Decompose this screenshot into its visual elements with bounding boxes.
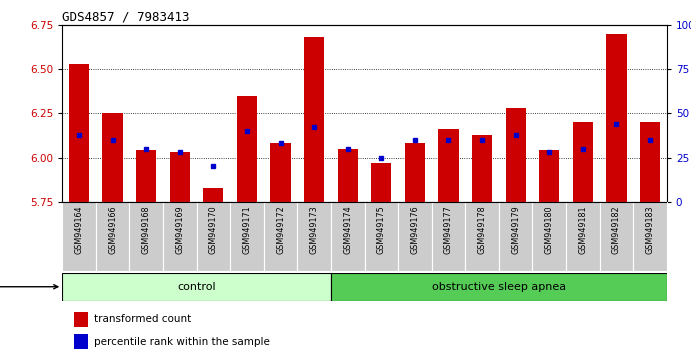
Text: GSM949182: GSM949182: [612, 205, 621, 254]
Bar: [170, 152, 190, 202]
Bar: [163, 202, 196, 271]
Bar: [600, 202, 633, 271]
Bar: [331, 202, 365, 271]
Text: GSM949177: GSM949177: [444, 205, 453, 254]
Bar: [203, 188, 223, 202]
Text: GSM949176: GSM949176: [410, 205, 419, 254]
Text: GSM949164: GSM949164: [75, 205, 84, 254]
Bar: [640, 122, 660, 202]
Bar: [566, 202, 600, 271]
Bar: [472, 135, 492, 202]
Bar: [506, 108, 526, 202]
Bar: [331, 273, 667, 301]
Bar: [304, 37, 324, 202]
Bar: [196, 202, 230, 271]
Bar: [438, 129, 459, 202]
Bar: [398, 202, 432, 271]
Text: GSM949171: GSM949171: [243, 205, 252, 254]
Bar: [297, 202, 331, 271]
Bar: [338, 149, 358, 202]
Bar: [606, 34, 627, 202]
Text: GSM949179: GSM949179: [511, 205, 520, 254]
Bar: [633, 202, 667, 271]
Bar: [237, 96, 257, 202]
Bar: [533, 202, 566, 271]
Bar: [96, 202, 129, 271]
Bar: [129, 202, 163, 271]
Text: GSM949170: GSM949170: [209, 205, 218, 254]
Text: transformed count: transformed count: [93, 314, 191, 324]
Text: obstructive sleep apnea: obstructive sleep apnea: [432, 282, 566, 292]
Bar: [432, 202, 465, 271]
Bar: [539, 150, 559, 202]
Text: GSM949169: GSM949169: [176, 205, 184, 254]
Bar: [69, 64, 89, 202]
Bar: [136, 150, 156, 202]
Text: GSM949174: GSM949174: [343, 205, 352, 254]
Text: GSM949183: GSM949183: [645, 205, 654, 254]
Bar: [499, 202, 533, 271]
Text: GDS4857 / 7983413: GDS4857 / 7983413: [62, 11, 190, 24]
Text: percentile rank within the sample: percentile rank within the sample: [93, 337, 269, 347]
Bar: [74, 312, 88, 327]
Bar: [62, 273, 331, 301]
Bar: [230, 202, 264, 271]
Text: GSM949166: GSM949166: [108, 205, 117, 254]
Bar: [465, 202, 499, 271]
Bar: [371, 163, 391, 202]
Text: GSM949168: GSM949168: [142, 205, 151, 254]
Text: GSM949175: GSM949175: [377, 205, 386, 254]
Bar: [270, 143, 291, 202]
Text: disease state: disease state: [0, 282, 58, 292]
Bar: [365, 202, 398, 271]
Text: GSM949173: GSM949173: [310, 205, 319, 254]
Bar: [264, 202, 297, 271]
Bar: [62, 202, 96, 271]
Text: GSM949180: GSM949180: [545, 205, 553, 254]
Text: control: control: [177, 282, 216, 292]
Bar: [102, 113, 123, 202]
Bar: [573, 122, 593, 202]
Text: GSM949178: GSM949178: [477, 205, 486, 254]
Text: GSM949181: GSM949181: [578, 205, 587, 254]
Bar: [74, 334, 88, 349]
Bar: [405, 143, 425, 202]
Text: GSM949172: GSM949172: [276, 205, 285, 254]
